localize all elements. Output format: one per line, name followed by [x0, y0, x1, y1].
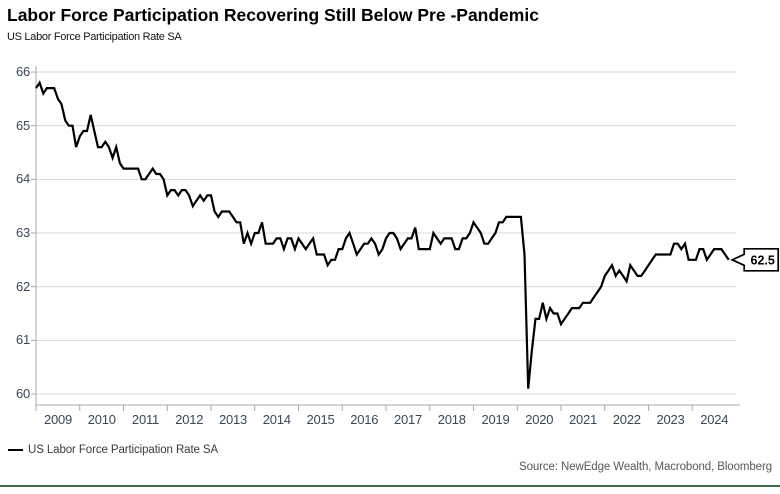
- line-chart: 62.5: [31, 66, 780, 411]
- x-axis-tick-label: 2013: [218, 412, 248, 427]
- footer-rule: [0, 485, 780, 487]
- y-axis-tick-label: 63: [15, 225, 30, 240]
- x-axis-tick-label: 2017: [393, 412, 423, 427]
- legend: US Labor Force Participation Rate SA: [8, 444, 218, 456]
- callout-value: 62.5: [751, 253, 775, 267]
- y-axis-tick-label: 62: [15, 278, 30, 294]
- x-axis-tick-label: 2009: [43, 412, 73, 427]
- x-axis-tick-label: 2023: [656, 412, 685, 427]
- last-value-callout: 62.5: [730, 247, 780, 272]
- x-axis-tick-label: 2019: [481, 412, 510, 427]
- chart-title: Labor Force Participation Recovering Sti…: [7, 5, 539, 25]
- x-axis-tick-label: 2010: [87, 412, 116, 427]
- y-axis-tick-label: 65: [15, 117, 30, 133]
- x-axis-tick-label: 2024: [700, 412, 729, 427]
- x-axis-tick-label: 2015: [306, 412, 335, 427]
- chart-subtitle: US Labor Force Participation Rate SA: [7, 31, 182, 43]
- series-line-us-lfpr: [35, 80, 730, 389]
- y-axis-tick-label: 61: [15, 332, 30, 348]
- x-axis-tick-label: 2018: [437, 412, 466, 427]
- x-axis-tick-label: 2021: [568, 412, 598, 427]
- x-axis-tick-label: 2020: [525, 412, 554, 427]
- callout-bubble: [730, 247, 780, 272]
- x-axis-tick-label: 2022: [612, 412, 641, 427]
- y-axis-tick-label: 66: [15, 64, 30, 79]
- x-axis-tick-label: 2014: [262, 412, 291, 427]
- x-axis-tick-label: 2016: [350, 412, 379, 427]
- x-axis-tick-label: 2012: [175, 412, 204, 427]
- legend-line-swatch: [8, 449, 23, 451]
- x-axis-tick-label: 2011: [131, 412, 160, 427]
- legend-label: US Labor Force Participation Rate SA: [28, 444, 219, 456]
- y-axis-tick-label: 64: [15, 171, 30, 187]
- source-attribution: Source: NewEdge Wealth, Macrobond, Bloom…: [519, 461, 772, 473]
- y-axis-tick-label: 60: [15, 386, 30, 401]
